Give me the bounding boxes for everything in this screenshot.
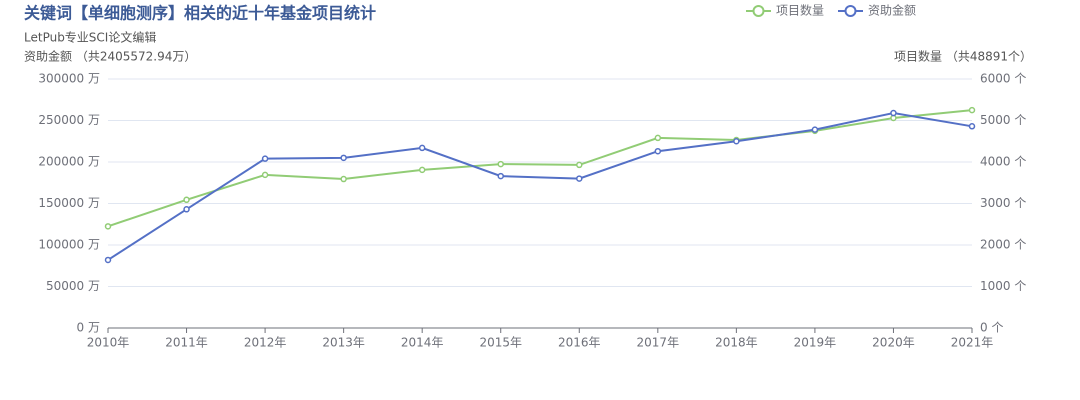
y-tick-label: 200000 万 [38,155,100,169]
legend-label[interactable]: 项目数量 [776,3,824,18]
y2-tick-label: 6000 个 [980,72,1026,86]
y2-tick-label: 5000 个 [980,113,1026,127]
y-tick-label: 100000 万 [38,238,100,252]
data-point [497,160,504,168]
y-tick-label: 250000 万 [38,113,100,127]
x-tick-label: 2011年 [165,336,208,350]
x-tick-label: 2018年 [715,336,758,350]
series-line [107,112,973,261]
data-point [576,161,583,169]
legend-label[interactable]: 资助金额 [868,3,916,18]
y-tick-label: 300000 万 [38,72,100,86]
data-point [733,138,740,145]
y2-axis-title: 项目数量 （共48891个） [894,49,1032,64]
x-tick-label: 2019年 [794,336,837,350]
data-point [261,155,269,162]
data-point [104,223,112,230]
y2-tick-label: 0 个 [980,321,1003,335]
y-tick-label: 150000 万 [38,196,100,210]
data-point [811,126,819,133]
x-tick-label: 2021年 [951,336,994,350]
x-tick-label: 2014年 [401,336,444,350]
data-point [654,147,662,155]
y-axis-title: 资助金额 （共2405572.94万） [24,49,196,64]
data-point [340,154,347,162]
x-tick-label: 2016年 [558,336,601,350]
x-tick-label: 2017年 [637,336,680,350]
data-point [340,175,347,183]
x-tick-label: 2012年 [244,336,287,350]
legend-marker[interactable] [844,5,857,17]
legend-marker[interactable] [752,5,765,17]
data-point [183,206,190,213]
data-point [261,171,269,179]
chart-title: 关键词【单细胞测序】相关的近十年基金项目统计 [24,4,376,23]
data-point [497,172,504,180]
data-point [968,123,976,130]
y2-tick-label: 1000 个 [980,279,1026,293]
chart-subtitle: LetPub专业SCI论文编辑 [24,30,156,45]
series-line [107,109,973,228]
y-tick-label: 50000 万 [46,279,100,293]
x-tick-label: 2020年 [872,336,915,350]
x-tick-label: 2013年 [322,336,365,350]
data-point [418,144,426,152]
data-point [890,109,897,117]
data-point [654,134,662,142]
y-tick-label: 0 万 [77,321,100,335]
y2-tick-label: 2000 个 [980,238,1026,252]
x-tick-label: 2015年 [479,336,522,350]
data-point [418,166,426,174]
y2-tick-label: 3000 个 [980,196,1026,210]
data-point [576,175,583,182]
data-point [968,106,976,114]
y2-tick-label: 4000 个 [980,155,1026,169]
data-point [104,256,112,264]
x-tick-label: 2010年 [87,336,130,350]
data-point [183,196,190,204]
